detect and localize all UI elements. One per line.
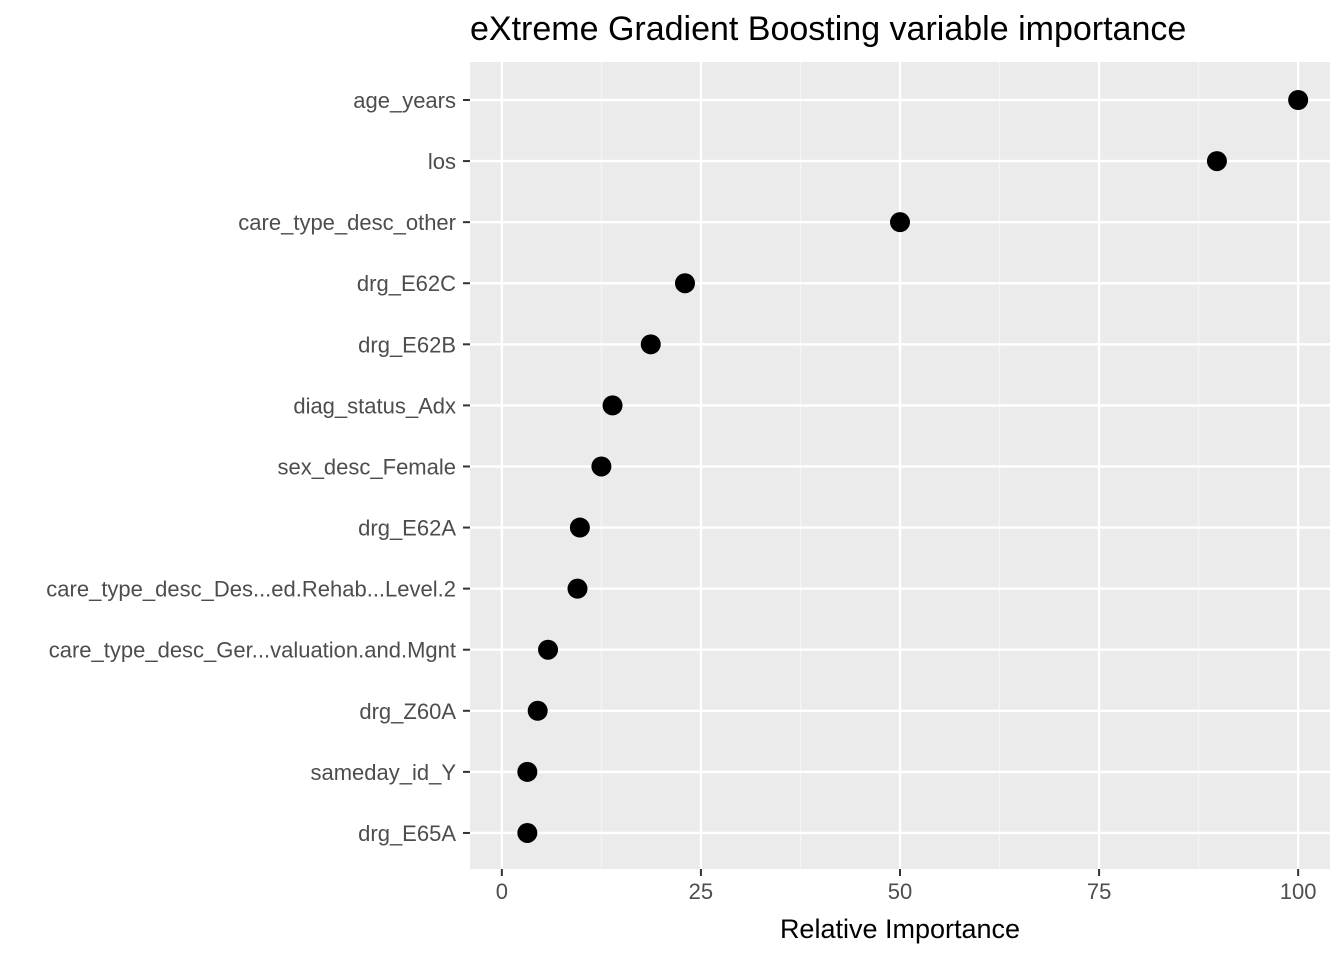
x-axis: 0 25 50 75 100 bbox=[496, 869, 1317, 904]
x-tick-label: 100 bbox=[1280, 879, 1317, 904]
data-point bbox=[591, 456, 612, 477]
y-tick-label: care_type_desc_Des...ed.Rehab...Level.2 bbox=[46, 577, 456, 602]
y-tick-label: drg_Z60A bbox=[359, 699, 456, 724]
data-point bbox=[517, 761, 538, 782]
data-point bbox=[1206, 151, 1227, 172]
x-axis-title: Relative Importance bbox=[780, 914, 1020, 944]
data-point bbox=[1288, 90, 1309, 110]
data-point bbox=[569, 517, 590, 538]
x-tick-label: 25 bbox=[689, 879, 713, 904]
data-point bbox=[890, 212, 910, 233]
y-tick-label: drg_E62C bbox=[357, 271, 456, 296]
data-point bbox=[527, 700, 548, 721]
y-tick-label: drg_E62A bbox=[358, 516, 456, 541]
data-points bbox=[517, 90, 1309, 843]
x-tick-label: 75 bbox=[1087, 879, 1111, 904]
data-point bbox=[602, 395, 623, 416]
data-point bbox=[538, 639, 559, 660]
grid-lines bbox=[470, 62, 1330, 869]
x-tick-label: 0 bbox=[496, 879, 508, 904]
y-tick-label: drg_E65A bbox=[358, 821, 456, 846]
y-tick-label: sex_desc_Female bbox=[277, 454, 456, 479]
y-tick-label: los bbox=[428, 149, 456, 174]
chart-title: eXtreme Gradient Boosting variable impor… bbox=[470, 10, 1186, 48]
y-tick-label: care_type_desc_Ger...valuation.and.Mgnt bbox=[49, 638, 456, 663]
x-tick-label: 50 bbox=[888, 879, 912, 904]
y-tick-label: age_years bbox=[353, 88, 456, 113]
data-point bbox=[675, 273, 695, 294]
y-tick-label: diag_status_Adx bbox=[293, 393, 456, 418]
data-point bbox=[567, 578, 588, 599]
data-point bbox=[517, 822, 538, 843]
data-point bbox=[640, 334, 661, 355]
y-tick-label: drg_E62B bbox=[358, 332, 456, 357]
y-tick-label: care_type_desc_other bbox=[238, 210, 456, 235]
y-tick-label: sameday_id_Y bbox=[310, 760, 456, 785]
